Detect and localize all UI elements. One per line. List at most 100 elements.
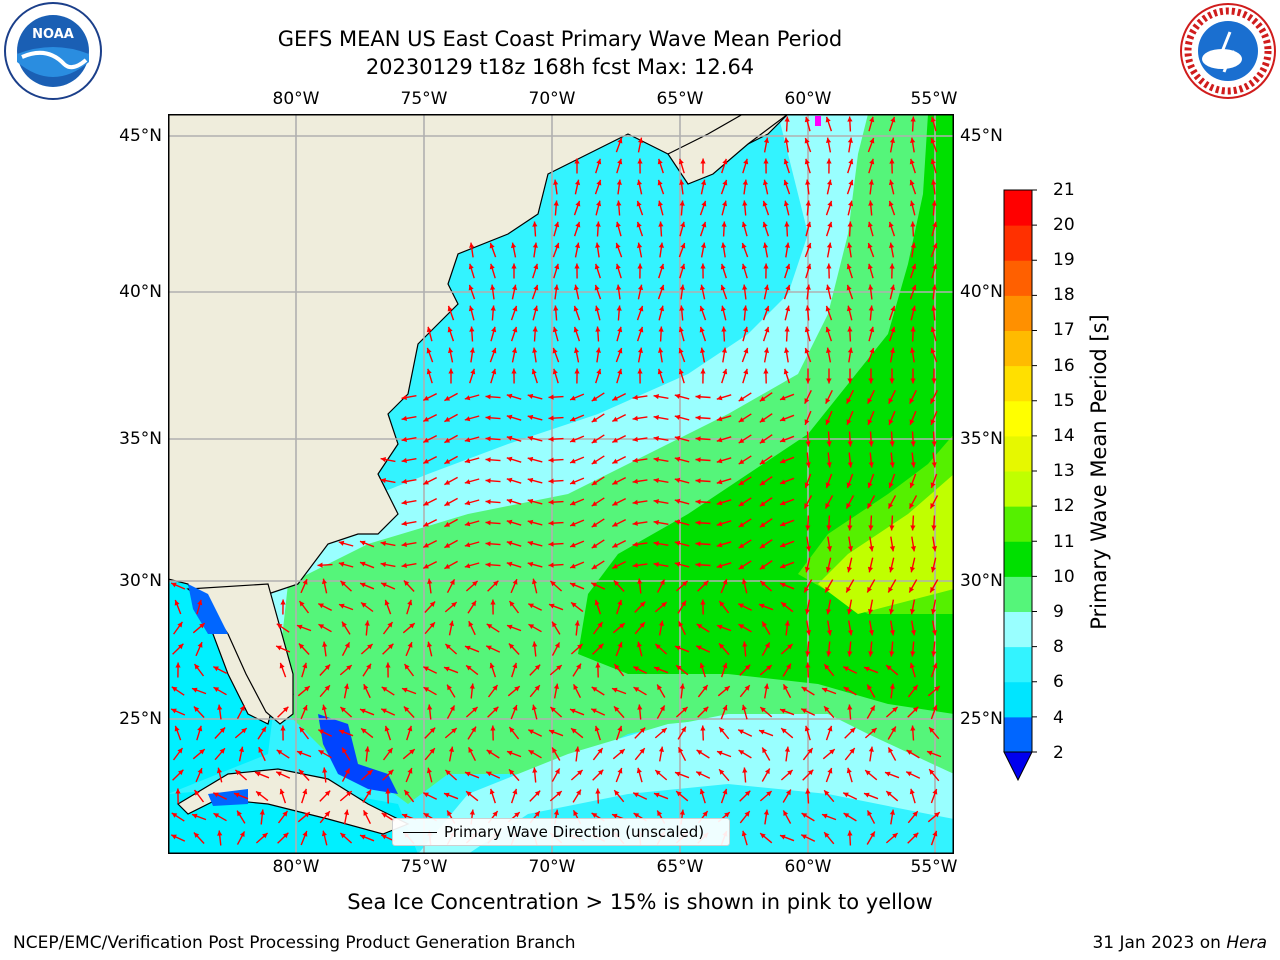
wave-arrow-head bbox=[595, 326, 601, 332]
wave-arrow-head bbox=[804, 138, 810, 144]
wave-arrow-head bbox=[909, 398, 915, 404]
colorbar-swatch bbox=[1004, 506, 1032, 542]
wave-arrow-head bbox=[276, 623, 283, 629]
wave-arrow-head bbox=[401, 478, 407, 484]
wave-arrow-head bbox=[932, 662, 938, 669]
wave-arrow-head bbox=[784, 347, 790, 353]
wave-arrow-head bbox=[780, 395, 786, 401]
wave-arrow-head bbox=[591, 501, 598, 507]
wave-arrow-head bbox=[423, 479, 429, 485]
wave-arrow-head bbox=[742, 284, 748, 290]
wave-arrow-head bbox=[889, 242, 895, 248]
wave-arrow-head bbox=[469, 809, 475, 815]
wave-arrow-head bbox=[193, 706, 200, 712]
wave-arrow-head bbox=[700, 725, 706, 731]
wave-arrow-head bbox=[654, 666, 660, 672]
wave-arrow-head bbox=[485, 436, 491, 442]
wave-arrow-head bbox=[633, 687, 640, 692]
wave-arrow-head bbox=[636, 221, 642, 228]
wave-arrow-head bbox=[448, 746, 454, 752]
wave-arrow-head bbox=[633, 666, 639, 672]
wave-arrow-head bbox=[780, 708, 786, 714]
wave-arrow-head bbox=[512, 284, 518, 291]
wave-arrow-head bbox=[759, 522, 766, 528]
wave-arrow-head bbox=[612, 521, 618, 527]
lon-label-top-55w: 55°W bbox=[910, 89, 958, 109]
wave-arrow-head bbox=[682, 707, 688, 713]
wave-arrow-head bbox=[716, 416, 723, 422]
wave-arrow-head bbox=[617, 348, 623, 354]
wave-arrow-head bbox=[506, 519, 513, 525]
wave-arrow-head bbox=[595, 662, 601, 668]
wave-arrow-head bbox=[891, 726, 896, 733]
wave-arrow-head bbox=[805, 179, 811, 185]
wave-arrow-head bbox=[847, 347, 853, 353]
wave-arrow-head bbox=[548, 478, 554, 484]
wave-arrow-head bbox=[444, 479, 451, 485]
wave-arrow-head bbox=[826, 630, 832, 636]
wave-arrow-head bbox=[553, 200, 559, 206]
wave-arrow-head bbox=[194, 664, 200, 670]
wave-arrow-head bbox=[324, 685, 330, 691]
wave-arrow-head bbox=[219, 748, 225, 754]
wave-arrow-head bbox=[633, 813, 640, 818]
wave-arrow-head bbox=[912, 832, 919, 838]
wave-arrow-head bbox=[486, 645, 492, 651]
wave-arrow-head bbox=[867, 263, 873, 270]
wave-arrow-head bbox=[490, 305, 496, 311]
wave-arrow-head bbox=[619, 623, 625, 629]
colorbar-swatch bbox=[1004, 681, 1032, 718]
wave-arrow-head bbox=[825, 305, 831, 312]
wave-arrow-head bbox=[784, 620, 790, 626]
wave-arrow-head bbox=[426, 326, 432, 333]
wave-arrow-head bbox=[570, 479, 576, 485]
footer-date: 31 Jan 2023 on Hera bbox=[1092, 933, 1267, 953]
wave-arrow-head bbox=[738, 480, 745, 486]
wave-arrow-head bbox=[283, 832, 289, 839]
wave-arrow-head bbox=[380, 541, 386, 547]
wave-arrow-head bbox=[785, 284, 791, 291]
wave-arrow-head bbox=[489, 242, 495, 249]
wave-arrow-head bbox=[869, 326, 875, 333]
wave-arrow-head bbox=[472, 581, 478, 587]
wave-arrow-head bbox=[366, 789, 371, 796]
wave-arrow-head bbox=[807, 769, 814, 776]
wave-arrow-head bbox=[759, 603, 765, 609]
wave-arrow-head bbox=[591, 708, 597, 714]
nova-scotia-land bbox=[667, 114, 789, 185]
wave-arrow-head bbox=[780, 834, 786, 840]
wave-arrow-head bbox=[426, 767, 432, 774]
wave-arrow-head bbox=[804, 586, 809, 593]
wave-arrow-head bbox=[701, 221, 707, 228]
wave-arrow-head bbox=[283, 706, 289, 713]
wave-arrow-head bbox=[889, 809, 895, 815]
wave-arrow-head bbox=[554, 642, 560, 648]
wave-arrow-head bbox=[485, 478, 491, 484]
colorbar-tick-10: 10 bbox=[1053, 567, 1075, 587]
wave-arrow-head bbox=[490, 725, 496, 731]
wave-arrow-head bbox=[637, 158, 643, 164]
wave-arrow-head bbox=[825, 398, 831, 404]
wave-arrow-head bbox=[636, 767, 642, 774]
ocean-12-13s bbox=[818, 474, 954, 614]
wave-arrow-head bbox=[401, 562, 407, 568]
wave-arrow-head bbox=[695, 457, 701, 463]
wave-arrow-head bbox=[889, 137, 895, 143]
wave-arrow-head bbox=[911, 284, 917, 291]
wave-arrow-head bbox=[738, 522, 745, 528]
wave-arrow-head bbox=[678, 368, 684, 375]
wave-arrow-head bbox=[888, 179, 894, 186]
wave-arrow-head bbox=[445, 770, 451, 776]
wave-arrow-head bbox=[219, 727, 226, 733]
wave-arrow-head bbox=[574, 620, 580, 626]
wave-arrow-head bbox=[741, 221, 747, 228]
wave-arrow-head bbox=[594, 725, 600, 732]
colorbar-tick-4: 4 bbox=[1053, 708, 1064, 728]
wave-arrow-head bbox=[429, 748, 435, 754]
wave-arrow-head bbox=[847, 609, 853, 615]
wave-arrow-head bbox=[402, 813, 408, 819]
wave-arrow-head bbox=[824, 664, 830, 670]
wave-arrow-head bbox=[889, 158, 895, 164]
wave-arrow-head bbox=[304, 812, 310, 818]
colorbar-swatch bbox=[1004, 295, 1032, 331]
